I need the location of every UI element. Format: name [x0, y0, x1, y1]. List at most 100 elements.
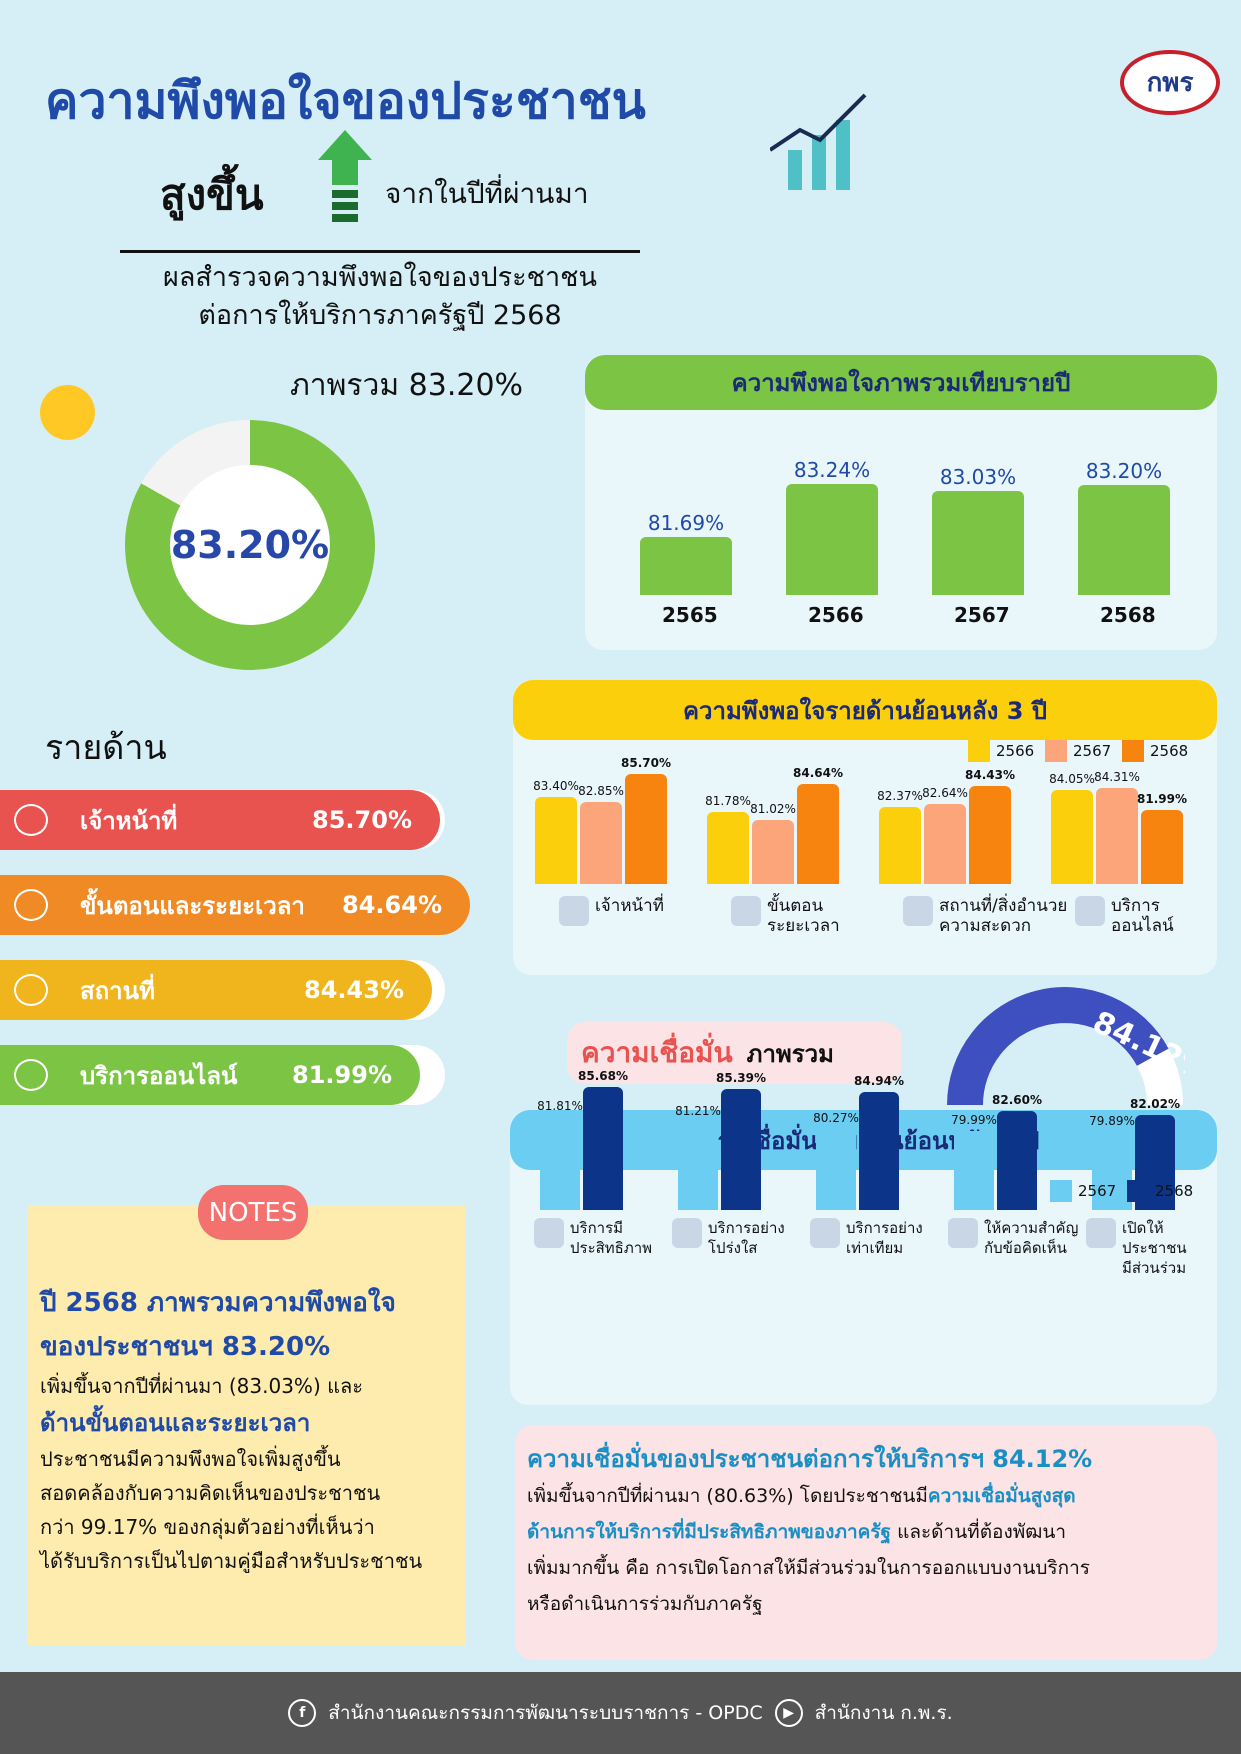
legend-swatch: [968, 740, 990, 762]
value-label: 83.20%: [1085, 459, 1163, 484]
category-label: บริการอย่าง เท่าเทียม: [846, 1218, 923, 1258]
category-label: บริการอย่าง โปร่งใส: [708, 1218, 785, 1258]
aspect-bar: สถานที่ 84.43%: [0, 960, 432, 1020]
aspect-value: 84.64%: [342, 891, 442, 919]
bar: [540, 1117, 580, 1210]
bar: [1051, 790, 1093, 884]
value-label: 82.85%: [578, 783, 624, 798]
legend-label: 2568: [1155, 1182, 1194, 1200]
value-label: 81.81%: [537, 1099, 583, 1113]
category-line: ขั้นตอน: [767, 896, 824, 916]
building-icon: [14, 974, 48, 1006]
bar: [583, 1086, 623, 1210]
category-line: บริการมี: [570, 1219, 624, 1237]
logo-text: กพร: [1146, 68, 1194, 98]
bar: [1092, 1132, 1132, 1210]
category-icon: [810, 1218, 840, 1248]
facebook-icon[interactable]: f: [288, 1699, 317, 1727]
aspect-row: เจ้าหน้าที่ 85.70%: [0, 790, 445, 850]
category-line: เจ้าหน้าที่: [595, 896, 664, 916]
facebook-link[interactable]: สำนักงานคณะกรรมการพัฒนาระบบราชการ - OPDC: [328, 1702, 763, 1724]
legend-item: 2568: [1127, 1180, 1193, 1202]
category-label: บริการ ออนไลน์: [1111, 896, 1174, 936]
value-label: 85.39%: [716, 1070, 766, 1085]
confidence-summary-line-4: หรือดำเนินการร่วมกับภาครัฐ: [527, 1593, 763, 1615]
category-line: มีส่วนร่วม: [1122, 1259, 1187, 1277]
value-label: 83.03%: [939, 465, 1017, 490]
category-line: บริการ: [1111, 896, 1160, 916]
confidence-label-a: ความเชื่อมั่น: [581, 1036, 733, 1069]
legend-label: 2566: [996, 742, 1035, 760]
aspects-title: รายด้าน: [45, 728, 167, 768]
bar: [721, 1088, 761, 1210]
category-line: ระยะเวลา: [767, 916, 840, 936]
notes-text-2: ประชาชนมีความพึงพอใจเพิ่มสูงขึ้น: [40, 1447, 341, 1471]
category-icon: [534, 1218, 564, 1248]
page-title: ความพึงพอใจของประชาชน: [45, 72, 646, 130]
aspect-3yr-title: ความพึงพอใจรายด้านย้อนหลัง 3 ปี: [513, 680, 1217, 740]
value-label: 84.43%: [965, 768, 1015, 783]
value-label: 79.99%: [951, 1113, 997, 1128]
category-label: 2567: [954, 605, 1010, 625]
legend-swatch: [1045, 740, 1067, 762]
category-line: ให้ความสำคัญ: [984, 1219, 1079, 1237]
category-label: บริการมีประสิทธิภาพ: [570, 1218, 652, 1258]
subtitle: ผลสำรวจความพึงพอใจของประชาชน ต่อการให้บริ…: [120, 250, 640, 335]
aspect-row: บริการออนไลน์ 81.99%: [0, 1045, 445, 1105]
category-line: ประสิทธิภาพ: [570, 1239, 653, 1257]
category-icon: [731, 896, 761, 926]
category-label: ให้ความสำคัญ กับข้อคิดเห็น: [984, 1218, 1078, 1258]
category-line: 2565: [662, 603, 718, 627]
value-label: 85.68%: [578, 1068, 628, 1083]
footer: f สำนักงานคณะกรรมการพัฒนาระบบราชการ - OP…: [0, 1672, 1241, 1754]
confidence-summary-line-1: เพิ่มขึ้นจากปีที่ผ่านมา (80.63%) โดยประช…: [527, 1478, 1205, 1514]
opdc-logo: กพร: [1120, 50, 1220, 115]
category-label: เจ้าหน้าที่: [595, 896, 664, 916]
category-label: 2568: [1100, 605, 1156, 625]
bar: [932, 491, 1024, 595]
category-line: บริการอย่าง: [846, 1219, 923, 1237]
aspect-3yr-chart: 83.40% 82.85% 85.70% เจ้าหน้าที่ 81.78% 81.02…: [513, 740, 1217, 975]
yearly-chart-title: ความพึงพอใจภาพรวมเทียบรายปี: [585, 355, 1217, 410]
bar: [797, 784, 839, 884]
legend-item: 2566: [968, 740, 1034, 762]
notes-text-4: กว่า 99.17% ของกลุ่มตัวอย่างที่เห็นว่า: [40, 1515, 375, 1539]
bar: [954, 1131, 994, 1210]
bar: [707, 812, 749, 884]
category-line: 2568: [1100, 603, 1156, 627]
aspect-value: 85.70%: [312, 806, 412, 834]
text: และด้านที่ต้องพัฒนา: [891, 1521, 1067, 1543]
bar: [859, 1092, 899, 1210]
up-label: สูงขึ้น: [160, 170, 264, 219]
youtube-icon[interactable]: ▶: [774, 1699, 803, 1727]
aspect-label: สถานที่: [80, 976, 155, 1005]
staff-icon: [14, 804, 48, 836]
bar: [879, 806, 921, 884]
category-icon: [672, 1218, 702, 1248]
value-label: 80.27%: [813, 1111, 859, 1126]
bar: [1078, 485, 1170, 595]
category-line: โปร่งใส: [708, 1239, 758, 1257]
category-icon: [1086, 1218, 1116, 1248]
confidence-label-b: ภาพรวม: [746, 1039, 834, 1068]
confidence-label: ความเชื่อมั่น ภาพรวม: [567, 1022, 902, 1084]
overall-value: 83.20%: [170, 465, 330, 625]
youtube-link[interactable]: สำนักงาน ก.พ.ร.: [814, 1702, 953, 1724]
bar: [924, 804, 966, 884]
legend-label: 2567: [1073, 742, 1112, 760]
legend-swatch: [1127, 1180, 1149, 1202]
value-label: 85.70%: [621, 755, 671, 770]
notes-text-1: เพิ่มขึ้นจากปีที่ผ่านมา (83.03%) และ: [40, 1374, 363, 1398]
legend-item: 2567: [1045, 740, 1111, 762]
bar: [997, 1110, 1037, 1210]
subtitle-line-2: ต่อการให้บริการภาครัฐปี 2568: [198, 300, 562, 331]
notes-text-5: ได้รับบริการเป็นไปตามคู่มือสำหรับประชาชน: [40, 1549, 423, 1573]
notes-text-3: สอดคล้องกับความคิดเห็นของประชาชน: [40, 1481, 381, 1505]
confidence-2yr-chart: 81.81% 85.68% บริการมี ประสิทธิภาพ 81.21% 85.…: [510, 1069, 1217, 1405]
value-label: 82.60%: [992, 1092, 1042, 1107]
value-label: 82.37%: [877, 788, 923, 803]
value-label: 81.99%: [1137, 792, 1187, 807]
category-line: เปิดให้ประชาชน: [1122, 1219, 1187, 1257]
bar: [1096, 787, 1138, 884]
category-icon: [903, 896, 933, 926]
